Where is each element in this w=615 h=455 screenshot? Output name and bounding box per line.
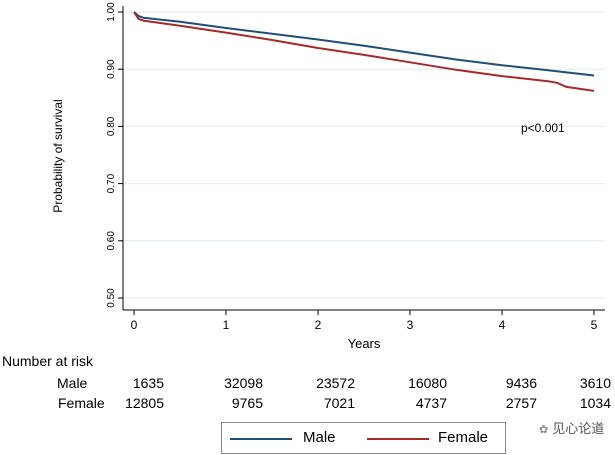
y-tick-label: 1.00 (106, 2, 117, 22)
wechat-icon: ✿ (539, 424, 549, 436)
series-line-male (133, 11, 595, 77)
risk-cell: 1034 (579, 395, 611, 411)
risk-row-label: Female (58, 395, 105, 411)
legend: Male Female (221, 422, 506, 454)
risk-cell: 3610 (579, 375, 611, 391)
y-tick-label: 0.80 (106, 116, 117, 136)
y-tick-label: 0.90 (106, 59, 117, 79)
legend-label-female: Female (438, 429, 489, 446)
risk-table-title: Number at risk (2, 353, 94, 369)
x-ticks: 0 1 2 3 4 5 (131, 310, 598, 332)
y-axis-label: Probability of survival (51, 99, 65, 212)
risk-cell: 9765 (231, 395, 263, 411)
risk-cell: 23572 (316, 375, 355, 391)
risk-cell: 32098 (224, 375, 263, 391)
x-tick-label: 3 (407, 318, 414, 332)
legend-line-female (367, 438, 429, 440)
risk-cell: 1635 (132, 375, 164, 391)
risk-row-female: Female 12805 9765 7021 4737 2757 1034 (0, 395, 615, 413)
x-tick-label: 2 (315, 318, 322, 332)
risk-cell: 7021 (323, 395, 355, 411)
y-ticks: 0.50 0.60 0.70 0.80 0.90 1.00 (106, 2, 123, 308)
risk-row-male: Male 1635 32098 23572 16080 9436 3610 (0, 375, 615, 393)
legend-line-male (230, 438, 292, 440)
risk-row-label: Male (57, 375, 88, 391)
y-tick-label: 0.50 (106, 288, 117, 308)
risk-cell: 16080 (408, 375, 447, 391)
risk-cell: 2757 (505, 395, 537, 411)
legend-label-male: Male (303, 429, 336, 446)
x-tick-label: 4 (499, 318, 506, 332)
risk-cell: 12805 (125, 395, 164, 411)
x-tick-label: 1 (223, 318, 230, 332)
series-lines (133, 11, 595, 92)
y-tick-label: 0.70 (106, 173, 117, 193)
risk-cell: 4737 (415, 395, 447, 411)
x-tick-label: 0 (131, 318, 138, 332)
series-line-female (133, 11, 595, 92)
risk-cell: 9436 (505, 375, 537, 391)
watermark: ✿ 见心论道 (539, 418, 604, 437)
axes (122, 6, 605, 311)
x-axis-label: Years (348, 336, 381, 351)
grid-lines (123, 11, 605, 299)
y-tick-label: 0.60 (106, 231, 117, 251)
x-tick-label: 5 (591, 318, 598, 332)
p-value-annotation: p<0.001 (521, 121, 565, 135)
watermark-text: 见心论道 (552, 421, 605, 436)
